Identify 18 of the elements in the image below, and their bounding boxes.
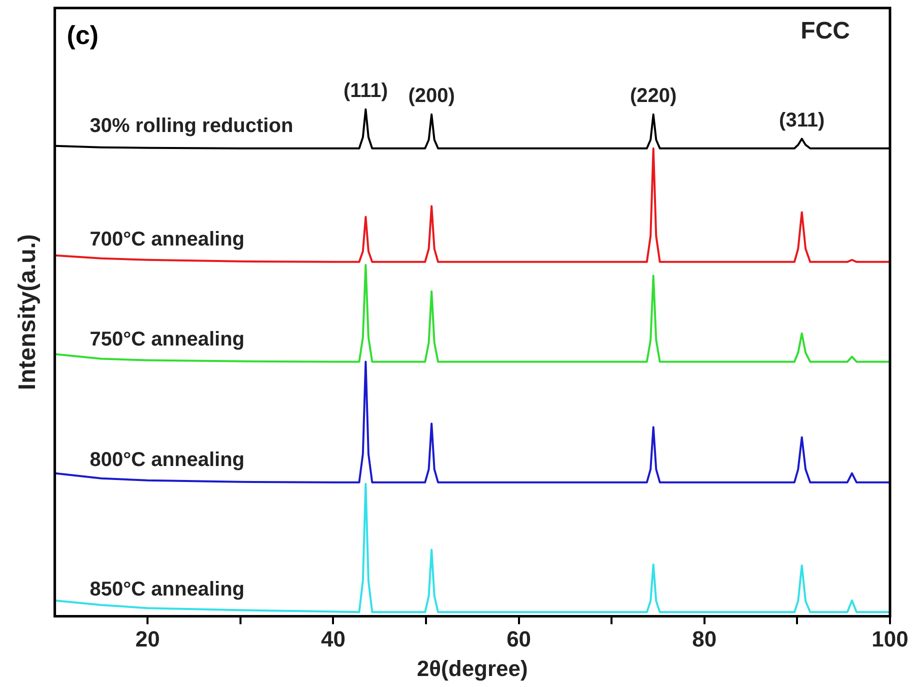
- series-label: 30% rolling reduction: [90, 114, 294, 137]
- x-tick-label: 60: [506, 626, 532, 652]
- text: (c): [66, 20, 99, 50]
- x-axis-title: 2θ(degree): [416, 656, 528, 681]
- series-label: 850°C annealing: [90, 578, 245, 601]
- annotation: (200): [408, 84, 455, 107]
- x-tick-label: 100: [872, 626, 908, 652]
- text: FCC: [800, 18, 850, 45]
- y-axis-title: Intensity(a.u.): [14, 234, 42, 390]
- x-tick-label: 80: [692, 626, 717, 652]
- annotation: (311): [779, 109, 825, 132]
- series-label: 750°C annealing: [90, 328, 245, 350]
- x-tick-label: 40: [320, 626, 346, 652]
- series-label: 700°C annealing: [90, 228, 245, 250]
- x-tick-label: 20: [135, 626, 160, 652]
- annotation: (220): [630, 84, 677, 107]
- annotation: (111): [343, 80, 388, 102]
- series-label: 800°C annealing: [90, 448, 245, 471]
